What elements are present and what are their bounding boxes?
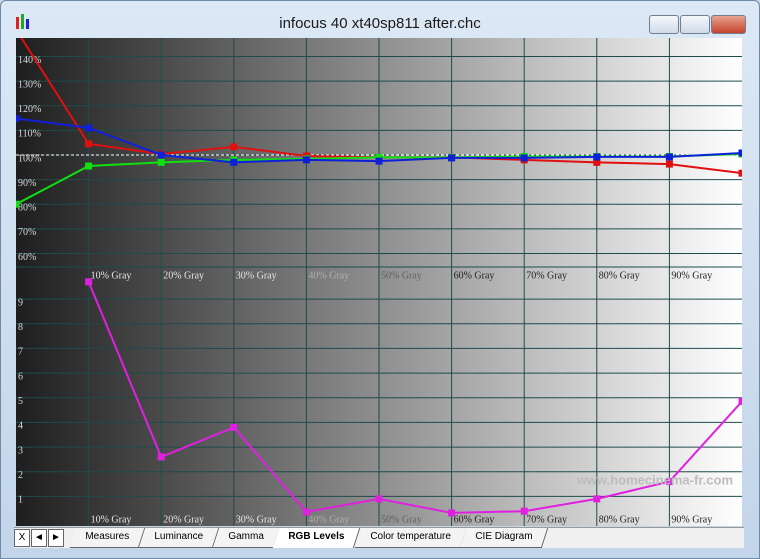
y-tick-label: 6: [18, 371, 23, 382]
x-tick-label: 80% Gray: [599, 270, 640, 281]
series-group: [13, 26, 742, 208]
data-point: [448, 509, 456, 517]
data-point: [665, 478, 673, 486]
data-point: [13, 26, 20, 33]
tab[interactable]: Luminance: [138, 528, 220, 548]
data-point: [157, 158, 165, 166]
tab-label: Luminance: [154, 531, 204, 542]
nav-button-label: ◄: [34, 532, 44, 543]
nav-button[interactable]: ►: [48, 529, 64, 547]
data-point: [375, 495, 383, 503]
x-tick-label: 40% Gray: [308, 270, 349, 281]
y-tick-label: 140%: [18, 55, 41, 66]
tab[interactable]: CIE Diagram: [459, 528, 549, 548]
data-point: [16, 115, 20, 123]
tab[interactable]: RGB Levels: [273, 528, 361, 548]
y-tick-label: 2: [18, 470, 23, 481]
x-tick-label: 60% Gray: [454, 514, 495, 525]
tab[interactable]: Gamma: [212, 528, 280, 548]
y-tick-label: 9: [18, 297, 23, 308]
x-tick-label: 60% Gray: [454, 270, 495, 281]
minimize-button[interactable]: [649, 15, 679, 34]
y-tick-label: 70%: [18, 227, 36, 238]
data-point: [230, 143, 238, 151]
close-button[interactable]: [711, 15, 746, 34]
data-point: [375, 153, 383, 161]
tab-label: Measures: [85, 531, 130, 542]
tab-label: Color temperature: [369, 531, 451, 542]
data-point: [85, 140, 93, 148]
data-point: [85, 278, 93, 286]
data-point: [302, 156, 310, 164]
y-tick-label: 130%: [18, 79, 41, 90]
y-tick-label: 7: [18, 347, 23, 358]
nav-button-label: X: [18, 532, 26, 543]
data-point: [230, 158, 238, 166]
data-point: [665, 160, 673, 168]
x-tick-label: 70% Gray: [526, 514, 567, 525]
x-tick-label: 30% Gray: [236, 514, 277, 525]
data-point: [302, 508, 310, 516]
y-tick-label: 60%: [18, 252, 36, 263]
x-tick-label: 80% Gray: [599, 514, 640, 525]
data-point: [738, 169, 742, 177]
x-tick-label: 20% Gray: [163, 514, 204, 525]
tab[interactable]: Color temperature: [354, 528, 467, 548]
series-group: [85, 278, 742, 517]
data-point: [448, 154, 456, 162]
data-point: [593, 158, 601, 166]
x-tick-label: 90% Gray: [671, 514, 712, 525]
y-tick-label: 80%: [18, 203, 36, 214]
data-point: [593, 495, 601, 503]
nav-button[interactable]: ◄: [31, 529, 47, 547]
y-tick-label: 120%: [18, 104, 41, 115]
nav-button-label: ►: [51, 532, 61, 543]
data-point: [230, 423, 238, 431]
x-tick-label: 20% Gray: [163, 270, 204, 281]
tab-label: Gamma: [228, 531, 264, 542]
series-line: [87, 281, 742, 514]
x-tick-label: 10% Gray: [91, 514, 132, 525]
tab-bar: X ◄ ► Measures Luminance Gamma RGB Levels Color…: [14, 527, 744, 548]
x-tick-label: 50% Gray: [381, 514, 422, 525]
y-tick-label: 90%: [18, 178, 36, 189]
y-tick-label: 8: [18, 322, 23, 333]
data-point: [520, 154, 528, 162]
x-tick-label: 40% Gray: [308, 514, 349, 525]
x-tick-label: 10% Gray: [91, 270, 132, 281]
data-point: [738, 397, 742, 405]
y-tick-label: 3: [18, 445, 23, 456]
window-title: infocus 40 xt40sp811 after.chc: [279, 15, 481, 32]
watermark: www.homecinema-fr.com: [576, 472, 733, 487]
data-point: [157, 151, 165, 159]
x-tick-label: 30% Gray: [236, 270, 277, 281]
data-point: [520, 507, 528, 515]
data-point: [593, 153, 601, 161]
nav-button[interactable]: X: [14, 529, 30, 547]
tab-label: RGB Levels: [288, 531, 345, 542]
data-point: [85, 162, 93, 170]
app-icon: [16, 14, 29, 29]
x-tick-label: 70% Gray: [526, 270, 567, 281]
maximize-button[interactable]: [680, 15, 710, 34]
data-point: [16, 200, 20, 208]
data-point: [665, 153, 673, 161]
y-tick-label: 100%: [18, 153, 41, 164]
x-tick-label: 50% Gray: [381, 270, 422, 281]
data-point: [738, 149, 742, 157]
y-tick-label: 110%: [18, 129, 41, 140]
data-point: [157, 453, 165, 461]
x-tick-label: 90% Gray: [671, 270, 712, 281]
tab-label: CIE Diagram: [475, 531, 533, 542]
y-tick-label: 4: [18, 421, 23, 432]
y-tick-label: 5: [18, 396, 23, 407]
y-tick-label: 1: [18, 495, 23, 506]
tab[interactable]: Measures: [69, 528, 146, 548]
data-point: [85, 124, 93, 132]
data-point: [375, 157, 383, 165]
